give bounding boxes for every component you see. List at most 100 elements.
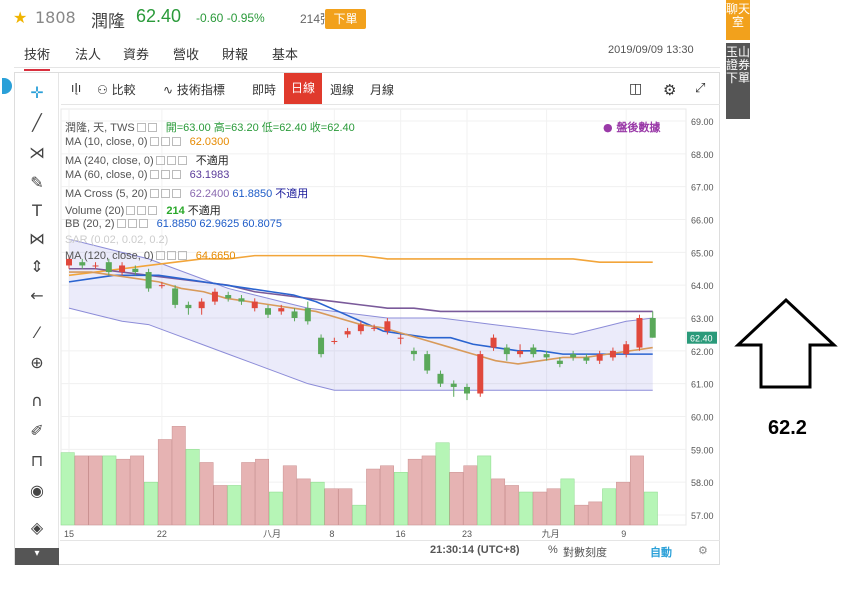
legend-volume: Volume (20) 214 不適用 <box>65 205 221 217</box>
volume-bar <box>491 478 506 526</box>
compare-icon: ⚇ <box>97 83 108 97</box>
ruler-icon[interactable]: ⇕ <box>30 257 44 276</box>
crosshair-icon[interactable]: ✛ <box>30 83 44 102</box>
fullscreen-icon[interactable]: ⤢ <box>695 81 706 96</box>
legend-ma10: MA (10, close, 0) 62.0300 <box>65 136 230 148</box>
candle-body <box>517 350 524 355</box>
volume-bar <box>296 478 311 526</box>
auto-scale-button[interactable]: 自動 <box>650 547 672 559</box>
volume-bar <box>199 462 214 526</box>
broker-order-tab[interactable]: 玉山證券下單 <box>726 43 750 119</box>
lock-icon[interactable]: ⊓ <box>30 451 44 470</box>
layers-icon[interactable]: ◈ <box>30 518 44 537</box>
tab-basic[interactable]: 基本 <box>272 48 299 63</box>
legend-sar: SAR (0.02, 0.02, 0.2) <box>65 234 169 246</box>
volume-bar <box>505 485 519 526</box>
candle-body <box>596 354 603 361</box>
side-handle[interactable] <box>2 78 12 94</box>
intraday-button[interactable]: 即時 <box>252 83 277 97</box>
volume-bar <box>144 481 158 526</box>
pattern-icon[interactable]: ⋈ <box>29 229 45 248</box>
y-tick-label: 57.00 <box>691 511 714 521</box>
volume-bar <box>227 485 242 526</box>
volume-bar <box>574 504 589 526</box>
lock-pen-icon[interactable]: ✐ <box>30 421 44 440</box>
volume-bar <box>255 458 270 526</box>
volume-bar <box>171 426 186 526</box>
chatroom-tab[interactable]: 聊天室 <box>726 0 750 40</box>
legend-bb: BB (20, 2) 61.8850 62.9625 60.8075 <box>65 218 283 230</box>
zoom-icon[interactable]: ⊕ <box>30 353 44 372</box>
indicators-button[interactable]: ∿ 技術指標 <box>163 83 225 97</box>
order-button[interactable]: 下單 <box>325 9 366 29</box>
after-hours-label: ● 盤後數據 <box>603 121 661 134</box>
candle-body <box>119 265 126 273</box>
y-tick-label: 69.00 <box>691 117 714 127</box>
tab-revenue[interactable]: 營收 <box>173 48 200 63</box>
magnet-icon[interactable]: ∩ <box>31 391 43 410</box>
candle-body <box>238 298 245 302</box>
tab-margin[interactable]: 資券 <box>123 48 150 63</box>
candle-body <box>211 291 218 302</box>
volume-bar <box>88 455 103 526</box>
monthly-button[interactable]: 月線 <box>370 83 395 97</box>
volume-bar <box>241 462 256 526</box>
volume-bar <box>380 465 394 526</box>
back-arrow-icon[interactable]: ← <box>30 286 44 305</box>
x-tick-label: 九月 <box>542 529 560 539</box>
legend-ma240: MA (240, close, 0) 不適用 <box>65 155 229 167</box>
tab-institutional[interactable]: 法人 <box>75 48 102 63</box>
favorite-star-icon[interactable]: ★ <box>13 8 28 27</box>
measure-icon[interactable]: ⁄ <box>35 323 39 342</box>
tab-financials[interactable]: 財報 <box>222 48 249 63</box>
stock-price: 62.40 <box>136 6 182 26</box>
tab-technical[interactable]: 技術 <box>24 44 51 71</box>
candle-body <box>132 268 139 273</box>
candle-body <box>304 308 311 322</box>
ma120-line <box>68 254 653 277</box>
candle-body <box>251 301 258 309</box>
text-icon[interactable]: T <box>32 201 42 220</box>
log-scale-button[interactable]: 對數刻度 <box>563 547 607 559</box>
candle-body <box>278 308 285 312</box>
camera-icon[interactable]: ◫ <box>629 81 643 97</box>
y-tick-label: 58.00 <box>691 478 714 488</box>
chart-footer: 21:30:14 (UTC+8) % 對數刻度 自動 ⚙ <box>60 540 720 559</box>
candle-body <box>105 262 112 273</box>
volume-bar <box>532 491 547 526</box>
chart-toolbar: ıĮı ⚇ 比較 ∿ 技術指標 即時 日線 週線 月線 ◫ ⚙ ⤢ <box>61 73 720 105</box>
eye-icon[interactable]: ◉ <box>30 481 44 500</box>
candle-type-icon[interactable]: ıĮı <box>71 81 82 95</box>
candle-body <box>609 350 616 358</box>
brush-icon[interactable]: ✎ <box>30 173 44 192</box>
candle-body <box>145 272 152 289</box>
candle-body <box>331 340 338 342</box>
bb-upper-line <box>68 238 653 335</box>
candle-body <box>464 386 470 394</box>
volume-bar <box>352 504 367 526</box>
collapse-chevron-icon[interactable]: ▾ <box>15 548 59 565</box>
volume-bar <box>213 485 228 526</box>
candle-body <box>583 357 590 361</box>
candle-body <box>198 301 205 309</box>
price-change: -0.60 -0.95% <box>196 11 265 25</box>
trendline-icon[interactable]: ╱ <box>32 113 42 132</box>
volume-bar <box>269 491 283 526</box>
legend-ma60: MA (60, close, 0) 63.1983 <box>65 169 230 181</box>
settings-icon[interactable]: ⚙ <box>698 545 708 557</box>
gear-icon[interactable]: ⚙ <box>663 81 677 99</box>
volume-bar <box>643 491 658 526</box>
volume-bar <box>185 449 200 526</box>
volume-bar <box>602 488 617 526</box>
volume-bar <box>546 488 561 526</box>
candle-body <box>410 350 417 355</box>
volume-bar <box>629 455 644 526</box>
volume-bar <box>338 488 353 526</box>
fork-icon[interactable]: ⋊ <box>29 143 45 162</box>
daily-button[interactable]: 日線 <box>284 73 323 104</box>
compare-button[interactable]: ⚇ 比較 <box>97 83 136 97</box>
weekly-button[interactable]: 週線 <box>330 83 355 97</box>
volume-bar <box>157 439 172 526</box>
percent-scale-button[interactable]: % <box>548 544 558 556</box>
